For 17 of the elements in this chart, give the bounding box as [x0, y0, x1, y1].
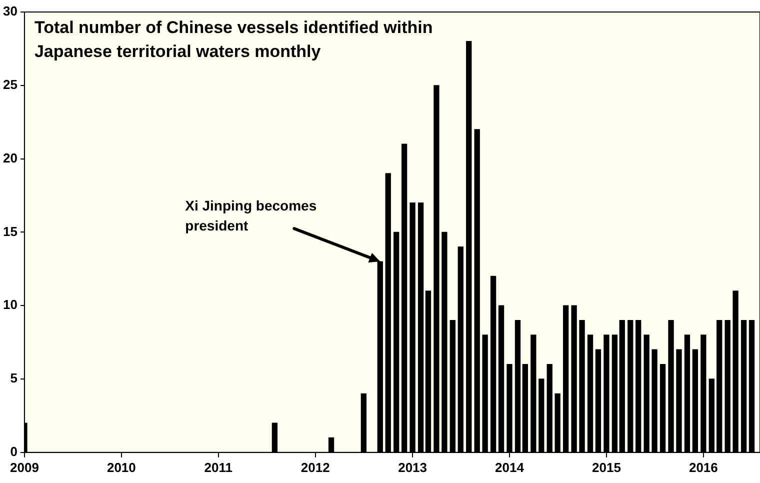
text: Total number of Chinese vessels identified within Japanese territorial waters monthly [34, 18, 433, 62]
annotation: Xi Jinping becomes president [185, 197, 317, 234]
x-tick-label: 2009 [10, 460, 39, 475]
x-tick-label: 2016 [688, 460, 718, 475]
x-tick-label: 2014 [495, 460, 525, 475]
y-tick-label: 5 [10, 370, 18, 386]
y-tick-label: 25 [2, 76, 18, 92]
x-tick-label: 2012 [300, 460, 330, 475]
y-tick-label: 10 [2, 297, 18, 312]
y-tick-label: 20 [2, 150, 18, 166]
x-tick-label: 2015 [592, 460, 621, 475]
y-tick-label: 15 [2, 224, 18, 239]
x-tick-label: 2011 [204, 460, 232, 475]
y-tick-label: 30 [2, 4, 18, 19]
x-tick-label: 2013 [398, 460, 428, 475]
y-tick-label: 0 [10, 444, 18, 459]
x-tick-label: 2010 [106, 460, 136, 475]
